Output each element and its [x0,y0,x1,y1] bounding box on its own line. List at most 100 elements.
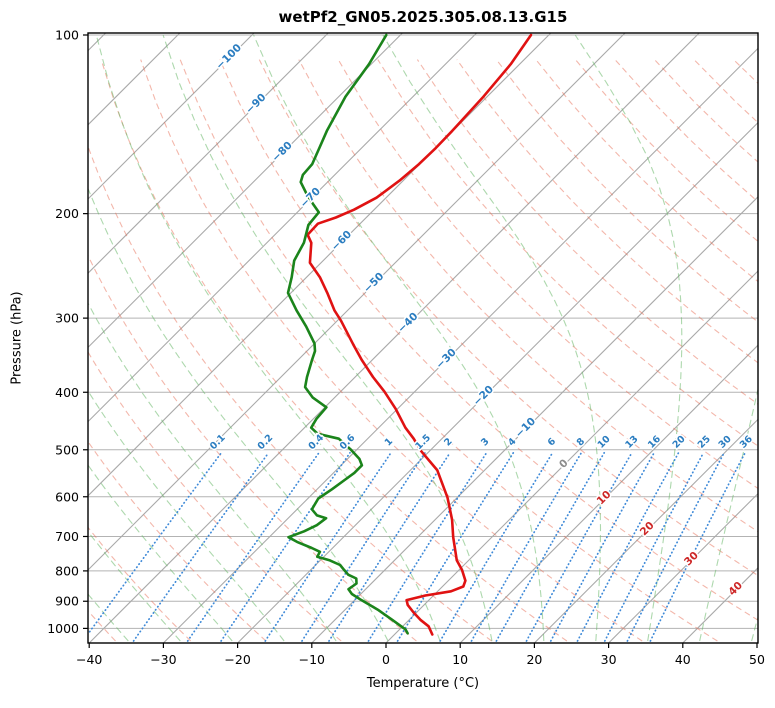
isotherm-label: −80 [270,139,295,164]
y-tick-label: 600 [55,489,79,504]
isotherm-label: −30 [434,346,459,371]
x-tick-label: −40 [76,652,102,667]
y-tick-label: 500 [55,442,79,457]
mixing-ratio-label: 1.5 [413,432,433,452]
mixing-ratio-line [367,451,488,642]
moist-adiabat-line [88,530,181,642]
isotherm-line [385,270,758,643]
mixing-ratio-line [328,451,451,642]
moist-adiabat-line [253,34,545,642]
isotherm-line [88,33,626,571]
mixing-ratio-line [549,451,655,642]
isotherm-label: −70 [298,185,323,210]
dry-adiabat-line [456,59,758,364]
isotherm-line [88,33,477,423]
mixing-ratio-line [649,451,746,642]
mixing-ratio-label: 6 [546,436,559,449]
dry-adiabat-line [88,526,192,642]
moist-adiabat-line [88,464,233,642]
isotherm-label: −20 [471,383,496,408]
isotherm-line [682,567,758,643]
mixing-ratio-label: 0.2 [256,432,276,452]
x-tick-label: 40 [675,652,691,667]
x-tick-label: −30 [150,652,176,667]
mixing-ratio-label: 25 [696,434,713,451]
mixing-ratio-label: 1 [383,436,395,448]
dry-adiabat-line [495,59,758,323]
isotherm-label: −100 [214,42,244,72]
mixing-ratio-line [264,451,392,642]
dry-adiabat-line [88,609,116,642]
isotherm-line [88,33,106,52]
moist-adiabat-line [88,302,337,642]
mixing-ratio-line [220,451,351,642]
moist-adiabat-line [88,389,285,642]
dry-adiabat-line [100,59,568,642]
mixing-ratio-line [525,451,633,642]
dry-adiabat-line [416,59,758,405]
x-tick-label: 20 [526,652,542,667]
mixing-ratio-label: 30 [717,433,734,450]
dry-adiabat-line [88,254,417,642]
isotherm-line [163,47,758,643]
x-axis-label: Temperature (°C) [366,676,480,691]
dry-adiabat-line [258,59,758,577]
mixing-ratio-line [470,451,583,642]
isotherm-line [88,33,329,274]
dry-adiabat-line [377,59,758,447]
isotherm-label: −90 [244,91,269,116]
y-tick-label: 1000 [47,621,79,636]
dry-adiabat-line [574,59,758,243]
mixing-ratio-label: 0.6 [338,432,358,452]
mixing-ratio-line [495,451,606,642]
plot-border [87,32,759,644]
x-tick-label: 10 [452,652,468,667]
moist-adiabat-line [95,34,441,642]
moist-adiabat-line [162,34,493,642]
moist-adiabat-line [0,35,24,641]
moist-adiabat-line [574,34,683,642]
y-tick-label: 100 [55,28,79,43]
mixing-ratio-line [439,451,554,642]
isotherm-line [534,418,758,643]
mixing-ratio-label: 2 [442,436,454,448]
dry-adiabat-line [179,59,718,642]
mixing-ratio-label: 0.1 [208,432,228,452]
y-tick-label: 300 [55,311,79,326]
mixing-ratio-line [186,451,320,642]
moist-adiabat-line [699,386,758,642]
dry-adiabat-line [733,59,758,85]
y-tick-label: 200 [55,206,79,221]
dry-adiabat-line [298,59,758,533]
isotherm-line [88,33,255,200]
mixing-ratio-line [301,451,426,642]
isotherm-label: 10 [595,488,614,507]
mixing-ratio-label: 3 [479,436,491,448]
mixing-ratio-line [88,451,223,636]
mixing-ratio-line [603,451,705,642]
isotherm-label: −10 [513,415,538,440]
mixing-ratio-line [132,451,270,642]
moist-adiabat-line [0,35,76,641]
temperature-curve [306,33,533,636]
y-tick-label: 400 [55,385,79,400]
isotherm-label: −50 [361,270,386,295]
dry-adiabat-line [654,59,758,163]
mixing-ratio-label: 20 [671,433,688,450]
isotherm-label: 30 [682,549,701,568]
isotherm-line [0,33,31,643]
x-tick-label: −10 [299,652,325,667]
mixing-ratio-line [626,451,725,642]
dry-adiabat-line [88,440,267,642]
isotherm-label: −40 [396,310,421,335]
x-tick-label: 50 [749,652,765,667]
mixing-ratio-line [576,451,680,642]
dry-adiabat-line [140,59,643,642]
dewpoint-curve [286,33,409,635]
mixing-ratio-line [396,451,515,642]
mixing-ratio-label: 13 [623,434,640,451]
isotherm-line [459,344,758,643]
chart-title: wetPf2_GN05.2025.305.08.13.G15 [278,8,568,26]
isotherm-label: −60 [329,228,354,253]
